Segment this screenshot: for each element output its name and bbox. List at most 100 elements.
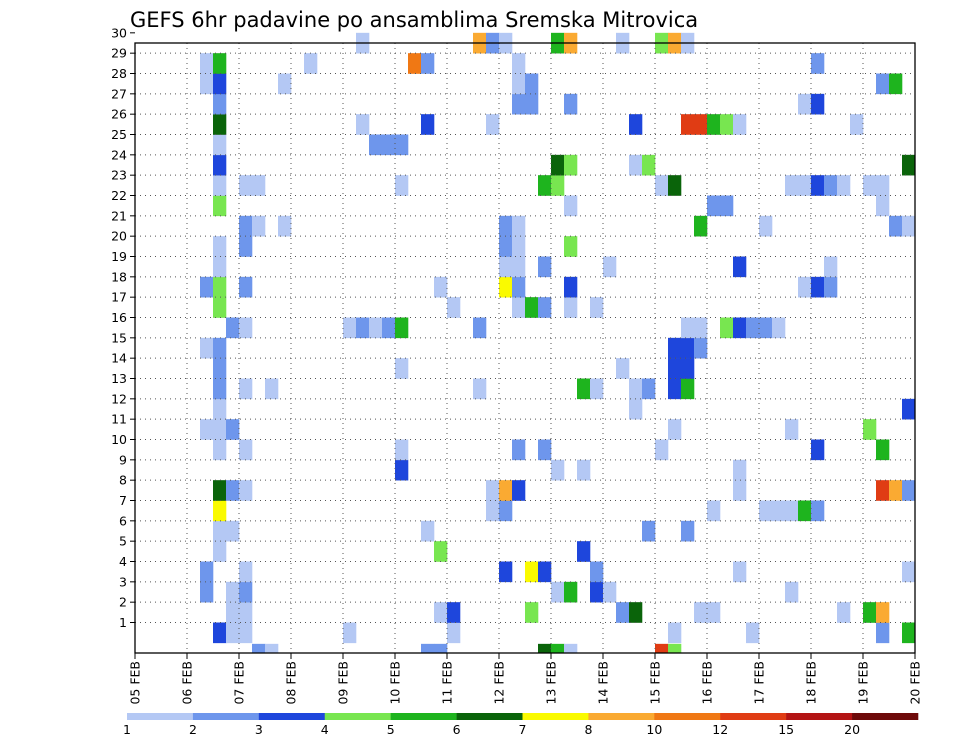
color-legend: 1 2 3 4 5 6 7 8 10 12 15 20 [123,713,919,737]
precip-cell [681,378,695,400]
precip-cell [421,53,435,74]
precip-cell [668,358,682,379]
precip-cell [226,317,240,339]
precip-cell [681,358,695,379]
precip-cell [213,256,227,278]
precip-cell [200,561,214,583]
precip-cell [538,561,552,583]
x-tick-label: 11 FEB [440,661,455,705]
precip-cell [499,480,513,501]
precip-cell [538,643,552,654]
precip-cell [642,154,656,176]
precip-cell [733,317,747,339]
precip-cell [395,134,409,156]
y-tick-label: 13 [111,371,127,386]
precip-cell [200,419,214,440]
precip-cell [655,439,669,461]
precip-cell [759,215,773,237]
legend-swatch [390,713,457,720]
precip-cell [876,602,890,623]
precip-cell [629,154,643,176]
precip-cell [213,358,227,379]
legend-swatch [588,713,655,720]
precip-cell [889,215,903,237]
precip-cell [538,297,552,318]
precip-cell [837,175,851,196]
precip-cell [278,73,292,95]
precip-cell [239,480,253,501]
precip-cell [863,175,877,196]
y-tick-label: 2 [119,595,127,610]
precip-cell [200,276,214,298]
precip-cell [512,215,526,237]
precip-cell [213,154,227,176]
precip-cell [681,520,695,542]
x-tick-label: 08 FEB [284,661,299,705]
precip-cell [239,581,253,603]
precip-cell [382,134,396,156]
precip-cell [278,215,292,237]
precip-cell [720,114,734,135]
precip-cell [902,622,916,644]
precip-cell [863,602,877,623]
precip-cell [239,175,253,196]
precip-cell [499,561,513,583]
precip-cell [239,439,253,461]
precip-cell [512,53,526,74]
precip-cell [746,622,760,644]
precip-cell [564,643,578,654]
precip-cell [785,175,799,196]
precip-cell [395,459,409,481]
precip-cell [668,175,682,196]
y-tick-label: 18 [111,269,127,284]
precip-cell [902,480,916,501]
x-tick-label: 09 FEB [336,661,351,705]
precip-cell [213,195,227,217]
precip-cell [434,541,448,562]
legend-label: 3 [255,722,263,737]
x-tick-label: 19 FEB [856,661,871,705]
precip-cell [213,439,227,461]
precip-cell [512,276,526,298]
precip-cell [265,378,279,400]
precip-cell [213,500,227,522]
legend-swatch [522,713,589,720]
precip-cell [447,622,461,644]
precip-cell [538,256,552,278]
precip-cell [525,602,539,623]
x-tick-label: 15 FEB [648,661,663,705]
y-tick-label: 12 [111,391,127,406]
legend-label: 7 [519,722,527,737]
precip-cell [447,602,461,623]
precip-cell [473,378,487,400]
precip-cell [863,419,877,440]
x-tick-label: 13 FEB [544,661,559,705]
precip-cell [876,175,890,196]
precip-cell [226,520,240,542]
precip-cell [707,500,721,522]
precip-cell [668,378,682,400]
precip-cell [824,256,838,278]
x-tick-label: 16 FEB [700,661,715,705]
precip-cell [512,439,526,461]
precip-cell [564,154,578,176]
legend-label: 8 [584,722,592,737]
precip-cell [395,317,409,339]
precip-cell [525,297,539,318]
precip-cell [551,175,565,196]
precip-cell [889,73,903,95]
precip-cell [668,643,682,654]
precip-cell [525,93,539,115]
legend-swatch [127,713,194,720]
legend-label: 15 [778,722,794,737]
precip-cell [551,643,565,654]
precip-cell [525,73,539,95]
precip-cell [668,337,682,359]
legend-swatch [456,713,523,720]
precip-cell [759,500,773,522]
y-tick-label: 15 [111,330,127,345]
legend-swatch [192,713,260,720]
precip-cell [811,53,825,74]
precip-cell [902,398,916,420]
